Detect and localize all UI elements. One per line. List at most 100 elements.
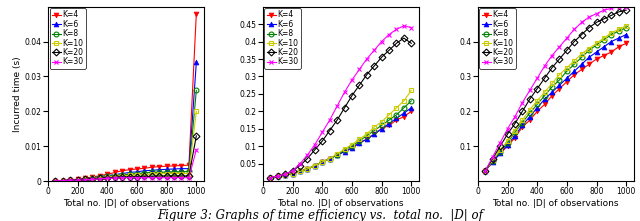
K=6 — [133, 170, 141, 173]
K=6 — [89, 176, 97, 179]
K=4 — [326, 157, 333, 160]
K=8 — [593, 44, 600, 46]
K=10 — [163, 172, 170, 175]
K=10 — [148, 173, 156, 175]
K=8 — [296, 170, 304, 173]
K=6 — [378, 128, 385, 130]
K=4 — [89, 176, 97, 178]
K=6 — [333, 154, 341, 156]
K=4 — [163, 165, 170, 168]
K=6 — [52, 179, 60, 182]
K=30 — [118, 176, 126, 179]
K=8 — [578, 56, 586, 59]
K=4 — [489, 161, 497, 163]
Line: K=30: K=30 — [483, 4, 628, 173]
K=10 — [548, 82, 556, 85]
K=30 — [326, 119, 333, 122]
K=6 — [355, 141, 363, 144]
K=30 — [371, 49, 378, 51]
K=6 — [59, 179, 67, 182]
K=6 — [296, 170, 304, 173]
K=6 — [585, 56, 593, 59]
K=8 — [96, 176, 104, 179]
K=8 — [481, 170, 489, 172]
K=30 — [511, 115, 519, 118]
K=6 — [578, 63, 586, 66]
K=20 — [326, 129, 333, 132]
K=4 — [141, 167, 148, 170]
K=10 — [585, 47, 593, 50]
K=8 — [303, 168, 311, 170]
K=8 — [333, 154, 341, 156]
K=6 — [326, 157, 333, 160]
K=8 — [408, 100, 415, 102]
K=20 — [52, 179, 60, 182]
K=4 — [52, 179, 60, 182]
K=20 — [541, 77, 548, 80]
K=6 — [504, 143, 511, 146]
K=4 — [185, 164, 193, 166]
K=4 — [133, 168, 141, 170]
Line: K=6: K=6 — [53, 60, 199, 183]
K=20 — [156, 175, 163, 177]
K=20 — [163, 175, 170, 177]
Line: K=6: K=6 — [483, 32, 628, 173]
K=20 — [563, 49, 571, 51]
K=4 — [526, 119, 534, 122]
K=10 — [170, 172, 178, 175]
K=20 — [600, 17, 608, 20]
K=10 — [111, 175, 118, 178]
K=4 — [392, 119, 400, 122]
K=20 — [133, 175, 141, 178]
K=4 — [563, 80, 571, 83]
K=8 — [548, 86, 556, 88]
K=8 — [67, 179, 74, 181]
K=4 — [340, 150, 348, 153]
K=10 — [67, 179, 74, 181]
K=8 — [556, 79, 563, 81]
K=30 — [163, 176, 170, 179]
Line: K=20: K=20 — [53, 133, 199, 183]
K=30 — [266, 176, 274, 179]
K=8 — [118, 174, 126, 176]
K=10 — [355, 138, 363, 141]
K=20 — [496, 145, 504, 148]
K=20 — [489, 157, 497, 160]
K=30 — [392, 28, 400, 31]
K=20 — [193, 135, 200, 137]
K=30 — [289, 170, 296, 172]
K=6 — [481, 170, 489, 172]
K=30 — [104, 177, 111, 180]
K=6 — [193, 61, 200, 64]
K=10 — [274, 175, 282, 177]
K=30 — [156, 176, 163, 179]
K=10 — [296, 170, 304, 173]
K=10 — [481, 170, 489, 172]
K=4 — [104, 173, 111, 175]
K=20 — [607, 14, 615, 17]
K=4 — [118, 170, 126, 172]
K=30 — [311, 143, 319, 146]
K=4 — [585, 63, 593, 66]
K=6 — [489, 161, 497, 163]
K=30 — [585, 16, 593, 18]
K=4 — [570, 73, 578, 76]
K=20 — [385, 49, 393, 51]
K=10 — [570, 59, 578, 62]
K=6 — [274, 175, 282, 177]
K=10 — [156, 173, 163, 175]
K=8 — [526, 112, 534, 114]
K=30 — [504, 128, 511, 130]
K=6 — [148, 169, 156, 172]
K=6 — [67, 179, 74, 181]
K=6 — [600, 46, 608, 48]
K=10 — [96, 176, 104, 179]
K=8 — [282, 174, 289, 176]
K=10 — [622, 25, 630, 27]
K=10 — [363, 133, 371, 135]
K=4 — [303, 168, 311, 170]
K=10 — [533, 100, 541, 102]
K=4 — [348, 147, 356, 149]
K=20 — [518, 110, 526, 113]
K=6 — [593, 51, 600, 53]
